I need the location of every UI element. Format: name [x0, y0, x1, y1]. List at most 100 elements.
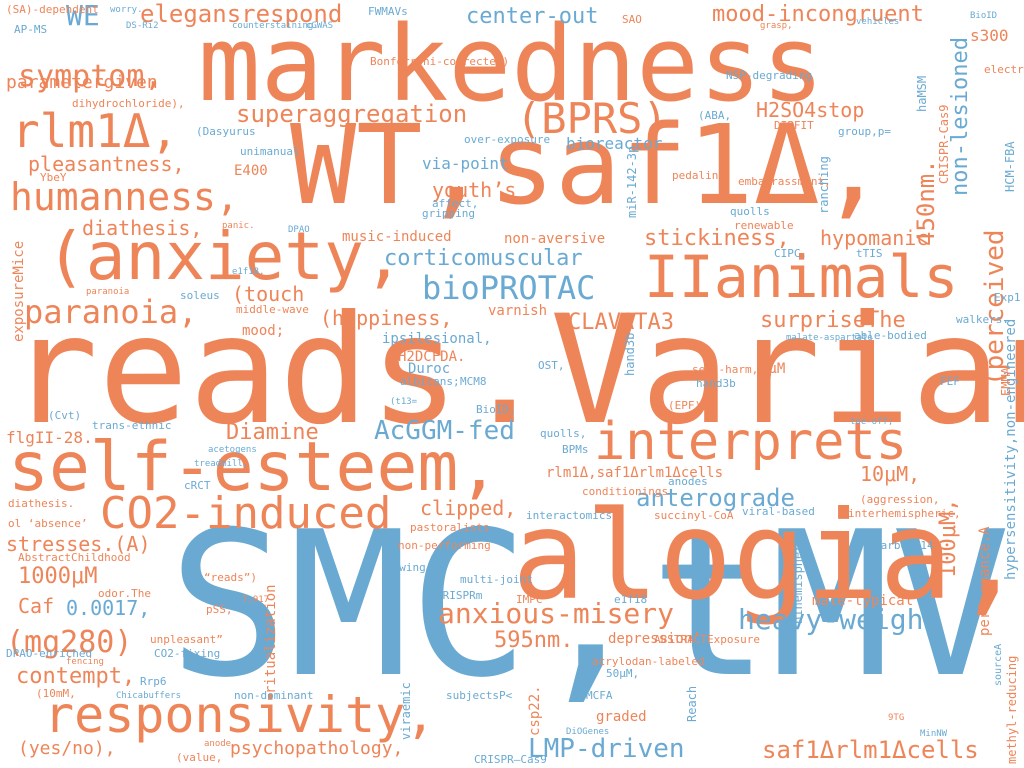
word-unpleasant: unpleasant”	[150, 633, 223, 646]
word-anterograde: anterograde	[636, 484, 795, 512]
word-bioprotac: bioPROTAC	[422, 269, 596, 307]
word-crct: cRCT	[184, 479, 211, 492]
word-bioreactors: affect,	[432, 197, 479, 210]
word-exposuremice: exposureMice	[11, 240, 27, 342]
word-happiness: (happiness,	[320, 306, 453, 330]
word-markedness: markedness	[198, 3, 825, 125]
word-unimanual: NSP-degrading	[726, 69, 813, 82]
word-bioid: worry.	[110, 5, 143, 15]
word-impc: rowing	[386, 561, 426, 574]
word-heavy-weight: heavy-weight	[738, 603, 941, 636]
word-able-bodied: able-bodied	[854, 329, 927, 342]
word-chicabuffers: Chicabuffers	[116, 691, 182, 701]
word-mg280: (mg280)	[6, 625, 133, 660]
word-h2so4stop: H2SO4stop	[756, 98, 865, 122]
word-walkers: walkers.	[956, 313, 1009, 326]
word-crisprm: multi-joint	[460, 573, 533, 586]
word-methyl-reducing: methyl-reducing	[1005, 655, 1019, 764]
word-hcm-fba: over-exposure	[464, 133, 551, 146]
word-non-dominant: non-dominant	[234, 689, 314, 702]
word-crispr-cas9-2: CRISPR–Cas9	[474, 753, 547, 766]
word-alogia: alogia,	[512, 485, 1024, 627]
word-ybey: group,p=	[838, 125, 891, 138]
word-9tg: 9TG	[888, 713, 905, 723]
word-absence: ol ‘absence’	[8, 517, 88, 530]
word-mood: mood;	[242, 323, 285, 339]
word-t13: (t13=	[390, 397, 418, 407]
word-middle-wave: middle-wave	[236, 303, 309, 316]
word-conditionings: succinyl-CoA	[654, 509, 734, 522]
word-flgii-28: flgII-28.	[6, 428, 93, 447]
word-hamsm: FWMAVs	[368, 5, 408, 18]
word-multi-joint: e1f18	[614, 593, 648, 606]
word-mir-142-3p: (Dasyurus	[196, 125, 256, 138]
word-embden: cGWAS	[306, 21, 334, 31]
word-ii-animals: IIanimals	[644, 243, 959, 311]
word-dpao-enriched: DPAO-enriched	[6, 647, 93, 660]
word-graded: graded	[596, 709, 647, 725]
word-physiognomic: SAO	[622, 13, 642, 26]
word-non-lesioned: non-lesioned	[948, 37, 973, 196]
word-music-induced: music-induced	[342, 229, 452, 245]
word-elegansrespond: elegansrespond	[140, 0, 343, 28]
word-saf1-rlm1-cells: saf1Δrlm1Δcells	[762, 736, 979, 764]
word-interactomics: anodes	[668, 475, 708, 488]
word-co2-induced: CO2-induced	[100, 488, 392, 539]
word-we: WE	[66, 0, 100, 32]
word-ttis: tTIS	[856, 247, 883, 260]
word-abstractexposure: IMPC	[516, 593, 543, 606]
word-paranoia: paranoia,	[24, 293, 198, 331]
word-youths: youth’s	[432, 178, 517, 202]
word-odor-the: odor.The	[98, 587, 151, 600]
word-varnish: varnish	[488, 303, 548, 319]
word-aggression: interhemispheric,	[848, 507, 961, 520]
word-albicans: albicans;	[400, 375, 460, 388]
word-emma: carbon-14	[874, 539, 934, 552]
word-reads-quote: “reads”)	[204, 571, 257, 584]
word-pleasantness: pleasantness,	[28, 152, 185, 176]
word-exp1: Exp1	[994, 291, 1021, 304]
word-mood-incongruent: mood-incongruent	[712, 2, 924, 27]
word-panic: panic.	[222, 221, 255, 231]
word-pedaling: unimanual	[240, 145, 300, 158]
word-center-out: center-out	[466, 4, 599, 29]
word-performance-a: performance.A	[977, 526, 993, 636]
word-cipc: CIPC.	[774, 247, 808, 260]
word-h2dcfda: H2DCFDA.	[398, 349, 466, 365]
word-dihydrochloride: CRISPR-Cas9	[937, 104, 951, 184]
word-10um: 10μM,	[860, 462, 921, 486]
word-quolls-2: quolls,	[540, 427, 587, 440]
word-trans-ethnic: trans-ethnic	[92, 419, 172, 432]
word-mcfa: 50μM,	[606, 667, 640, 680]
word-affect: dihydrochloride),	[72, 97, 185, 110]
word-toe-off: toe-off;	[850, 417, 894, 427]
word-viraemic: viraemic	[399, 682, 413, 740]
word-superaggregation: superaggregation	[236, 100, 468, 128]
word-interprets: interprets	[594, 412, 908, 472]
word-595nm: 595nm.	[494, 628, 574, 653]
word-anodes: conditionings	[582, 485, 669, 498]
word-corticomuscular: corticomuscular	[384, 246, 583, 271]
word-bioid-2: BioID,	[476, 403, 516, 416]
word-succinyl-coa: viral-based	[742, 505, 815, 518]
word-igv46: embarrassment,	[738, 175, 831, 188]
word-clavata3: CLAVATA3	[568, 310, 674, 335]
word-duroc: Duroc	[408, 361, 451, 377]
word-dpao: DPAO	[288, 225, 310, 235]
word-non-performing: pastoralists	[410, 521, 490, 534]
word-hypersensitivity: hypersensitivity,non-engineered	[1003, 318, 1019, 580]
word-non-aversive: non-aversive	[504, 231, 606, 247]
word-0-0017: 0.0017,	[66, 596, 151, 620]
word-bprs: (BPRS)	[516, 94, 668, 143]
word-1um: 1μM	[760, 361, 786, 377]
word-symptom: symptom,	[18, 59, 163, 94]
word-self-harm: self-harm,	[692, 363, 759, 376]
word-mcfa-producing: HCM-FBA	[1003, 141, 1017, 192]
word-pastoralists: interactomics	[526, 509, 613, 522]
word-embarrassment: YbeY	[40, 171, 67, 184]
word-cvt: (Cvt)	[48, 409, 82, 422]
word-gripping: (ABA,	[698, 109, 732, 122]
word-rlm1: rlm1Δ,	[12, 104, 179, 158]
word-csp22: csp22.	[527, 685, 543, 736]
